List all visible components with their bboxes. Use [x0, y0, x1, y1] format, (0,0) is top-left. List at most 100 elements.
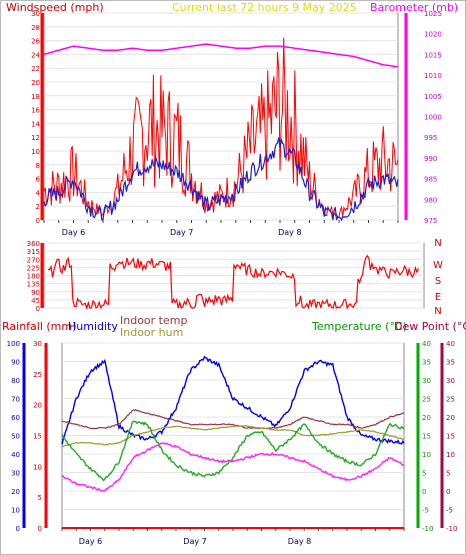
- compass-label: E: [435, 292, 441, 303]
- humidity-tick-label: 20: [11, 488, 20, 496]
- windspeed-tick-label: 0: [36, 217, 40, 225]
- indoor-hum-legend: Indoor hum: [120, 326, 184, 339]
- humidity-tick-label: 10: [11, 507, 20, 515]
- day-label: Day 6: [79, 537, 102, 546]
- humidity-tick-label: 0: [16, 525, 20, 533]
- windspeed-tick-label: 2: [36, 203, 40, 211]
- winddir-tick-label: 0: [36, 305, 40, 313]
- temperature-tick-label: 0: [422, 488, 426, 496]
- humidity-series: [61, 355, 405, 445]
- dewpoint-tick-label: -10: [446, 525, 457, 533]
- barometer-tick-label: 1005: [424, 93, 442, 101]
- barometer-tick-label: 985: [424, 176, 437, 184]
- day-label: Day 6: [62, 228, 85, 237]
- dewpoint-tick-label: 30: [446, 377, 455, 385]
- temperature-tick-label: 30: [422, 377, 431, 385]
- day-label: Day 7: [183, 537, 206, 546]
- windspeed-series: [43, 37, 399, 219]
- temperature-tick-label: 15: [422, 433, 431, 441]
- winddir-tick-label: 90: [31, 289, 40, 297]
- barometer-tick-label: 1025: [424, 10, 442, 18]
- winddir-tick-label: 180: [27, 273, 40, 281]
- windspeed-tick-label: 4: [36, 189, 41, 197]
- compass-label: S: [435, 276, 441, 287]
- winddir-tick-label: 315: [27, 248, 40, 256]
- dewpoint-tick-label: 40: [446, 340, 455, 348]
- windspeed-tick-label: 24: [31, 51, 40, 59]
- humidity-tick-label: 40: [11, 451, 20, 459]
- temperature-tick-label: 20: [422, 414, 431, 422]
- winddir-tick-label: 45: [31, 297, 40, 305]
- dewpoint-axis-title: Dew Point (°C): [394, 320, 466, 333]
- humidity-tick-label: 90: [11, 359, 20, 367]
- humidity-tick-label: 60: [11, 414, 20, 422]
- humidity-tick-label: 80: [11, 377, 20, 385]
- temperature-tick-label: 5: [422, 470, 426, 478]
- dewpoint-tick-label: 0: [446, 488, 450, 496]
- rainfall-tick-label: 0: [38, 525, 42, 533]
- dewpoint-tick-label: 25: [446, 396, 455, 404]
- windspeed-axis-title: Windspeed (mph): [6, 1, 104, 14]
- windspeed-tick-label: 20: [31, 79, 40, 87]
- day-label: Day 7: [170, 228, 193, 237]
- barometer-tick-label: 980: [424, 196, 437, 204]
- temperature-tick-label: 40: [422, 340, 431, 348]
- windspeed-tick-label: 30: [31, 10, 40, 18]
- humidity-tick-label: 50: [11, 433, 20, 441]
- dewpoint-tick-label: 35: [446, 359, 455, 367]
- barometer-tick-label: 1010: [424, 72, 442, 80]
- humidity-axis-title: Humidity: [68, 320, 118, 333]
- rainfall-tick-label: 15: [33, 433, 42, 441]
- rainfall-axis-title: Rainfall (mm): [2, 320, 77, 333]
- windspeed-tick-label: 12: [31, 134, 40, 142]
- compass-label: N: [434, 306, 441, 317]
- windspeed-tick-label: 22: [31, 65, 40, 73]
- barometer-tick-label: 995: [424, 134, 437, 142]
- temperature-axis-title: Temperature (°C): [312, 320, 407, 333]
- windspeed-tick-label: 14: [31, 120, 40, 128]
- humidity-tick-label: 30: [11, 470, 20, 478]
- temperature-tick-label: 35: [422, 359, 431, 367]
- compass-label: W: [433, 260, 443, 271]
- dewpoint-tick-label: 10: [446, 451, 455, 459]
- rainfall-tick-label: 25: [33, 371, 42, 379]
- windspeed-tick-label: 6: [36, 176, 41, 184]
- temperature-tick-label: 10: [422, 451, 431, 459]
- barometer-tick-label: 1015: [424, 51, 442, 59]
- compass-label: N: [434, 238, 441, 249]
- barometer-series: [43, 43, 399, 68]
- winddir-tick-label: 270: [27, 256, 40, 264]
- indoor-temp-legend: Indoor temp: [120, 314, 188, 327]
- rainfall-tick-label: 20: [33, 402, 42, 410]
- temperature-tick-label: -5: [422, 507, 429, 515]
- winddir-tick-label: 135: [27, 281, 40, 289]
- humidity-tick-label: 100: [7, 340, 20, 348]
- windspeed-tick-label: 10: [31, 148, 40, 156]
- humidity-tick-label: 70: [11, 396, 20, 404]
- windspeed-tick-label: 16: [31, 107, 40, 115]
- winddir-tick-label: 360: [27, 240, 40, 248]
- temperature-tick-label: 25: [422, 396, 431, 404]
- windspeed-tick-label: 26: [31, 38, 40, 46]
- chart-title: Current last 72 hours 9 May 2025: [172, 1, 357, 14]
- windspeed-tick-label: 18: [31, 93, 40, 101]
- dewpoint-series: [61, 442, 405, 492]
- barometer-tick-label: 990: [424, 155, 437, 163]
- indoor-temp-series: [61, 409, 405, 430]
- day-label: Day 8: [288, 537, 311, 546]
- temperature-series: [61, 420, 405, 482]
- winddir-tick-label: 225: [27, 264, 40, 272]
- dewpoint-tick-label: 5: [446, 470, 450, 478]
- rainfall-tick-label: 5: [38, 494, 42, 502]
- winddir-series: [47, 254, 419, 310]
- dewpoint-tick-label: 20: [446, 414, 455, 422]
- windspeed-tick-label: 28: [31, 24, 40, 32]
- barometer-tick-label: 1000: [424, 114, 442, 122]
- indoor-hum-series: [61, 425, 405, 448]
- dewpoint-tick-label: 15: [446, 433, 455, 441]
- windspeed-tick-label: 8: [36, 162, 40, 170]
- barometer-axis-title: Barometer (mb): [370, 1, 459, 14]
- rainfall-tick-label: 10: [33, 463, 42, 471]
- dewpoint-tick-label: -5: [446, 507, 453, 515]
